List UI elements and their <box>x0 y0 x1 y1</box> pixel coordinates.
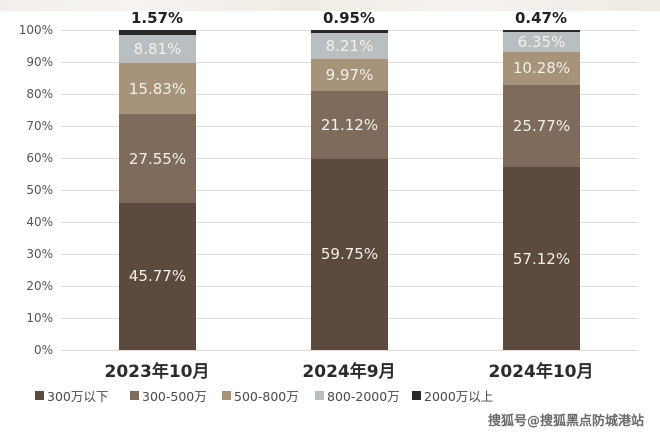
segment-value-label: 57.12% <box>512 249 571 268</box>
bar-segment <box>311 30 388 34</box>
y-tick-label: 20% <box>26 279 53 293</box>
legend-item: 300-500万 <box>130 386 207 405</box>
gridline <box>62 350 638 351</box>
legend: 300万以下 300-500万 500-800万 800-2000万 2000万以上 <box>0 386 660 406</box>
bar-segment: 57.12% <box>503 167 580 350</box>
legend-label: 800-2000万 <box>327 389 400 404</box>
legend-swatch-icon <box>315 391 324 400</box>
segment-value-label: 21.12% <box>320 116 379 135</box>
y-tick-label: 80% <box>26 87 53 101</box>
y-tick-label: 10% <box>26 311 53 325</box>
stacked-bar: 59.75% 21.12% 9.97% 8.21% <box>311 30 388 350</box>
y-tick-label: 60% <box>26 151 53 165</box>
segment-value-label: 25.77% <box>512 116 571 135</box>
x-category-label: 2024年9月 <box>302 362 396 382</box>
watermark: 搜狐号@搜狐黑点防城港站 <box>487 414 644 429</box>
segment-value-label: 9.97% <box>325 66 374 85</box>
bar-segment: 27.55% <box>119 114 196 203</box>
legend-item: 300万以下 <box>35 386 108 405</box>
x-category-label: 2024年10月 <box>488 362 594 382</box>
bar-segment: 21.12% <box>311 91 388 159</box>
stacked-bar: 57.12% 25.77% 10.28% 6.35% <box>503 30 580 350</box>
segment-value-label: 10.28% <box>512 59 571 78</box>
top-segment-value-label: 1.57% <box>130 9 184 27</box>
legend-label: 300-500万 <box>142 389 207 404</box>
bar-segment: 15.83% <box>119 63 196 115</box>
y-tick-label: 70% <box>26 119 53 133</box>
y-tick-label: 40% <box>26 215 53 229</box>
top-banner-decoration <box>0 0 660 11</box>
segment-value-label: 8.21% <box>325 37 374 56</box>
y-tick-label: 30% <box>26 247 53 261</box>
bar-segment: 10.28% <box>503 51 580 85</box>
legend-swatch-icon <box>412 391 421 400</box>
x-category-label: 2023年10月 <box>104 362 210 382</box>
segment-value-label: 45.77% <box>128 267 187 286</box>
bar-segment: 45.77% <box>119 202 196 350</box>
legend-item: 800-2000万 <box>315 386 400 405</box>
legend-swatch-icon <box>222 391 231 400</box>
segment-value-label: 59.75% <box>320 245 379 264</box>
segment-value-label: 8.81% <box>133 40 182 59</box>
segment-value-label: 15.83% <box>128 79 187 98</box>
bar-segment <box>503 30 580 32</box>
y-tick-label: 50% <box>26 183 53 197</box>
top-segment-value-label: 0.47% <box>514 9 568 27</box>
bar-segment <box>119 30 196 36</box>
legend-label: 500-800万 <box>234 389 299 404</box>
segment-value-label: 6.35% <box>517 32 566 51</box>
stacked-bar: 45.77% 27.55% 15.83% 8.81% <box>119 30 196 350</box>
legend-swatch-icon <box>35 391 44 400</box>
bar-segment: 6.35% <box>503 31 580 52</box>
legend-label: 300万以下 <box>47 389 109 404</box>
y-tick-label: 0% <box>33 343 53 357</box>
legend-item: 2000万以上 <box>412 386 493 405</box>
y-tick-label: 90% <box>26 55 53 69</box>
legend-label: 2000万以上 <box>424 389 494 404</box>
legend-swatch-icon <box>130 391 139 400</box>
bar-segment: 8.81% <box>119 35 196 64</box>
bar-segment: 9.97% <box>311 59 388 92</box>
top-segment-value-label: 0.95% <box>322 9 376 27</box>
bar-segment: 8.21% <box>311 33 388 60</box>
legend-item: 500-800万 <box>222 386 299 405</box>
segment-value-label: 27.55% <box>128 149 187 168</box>
bar-segment: 25.77% <box>503 84 580 168</box>
bar-segment: 59.75% <box>311 158 388 350</box>
y-tick-label: 100% <box>18 23 53 37</box>
